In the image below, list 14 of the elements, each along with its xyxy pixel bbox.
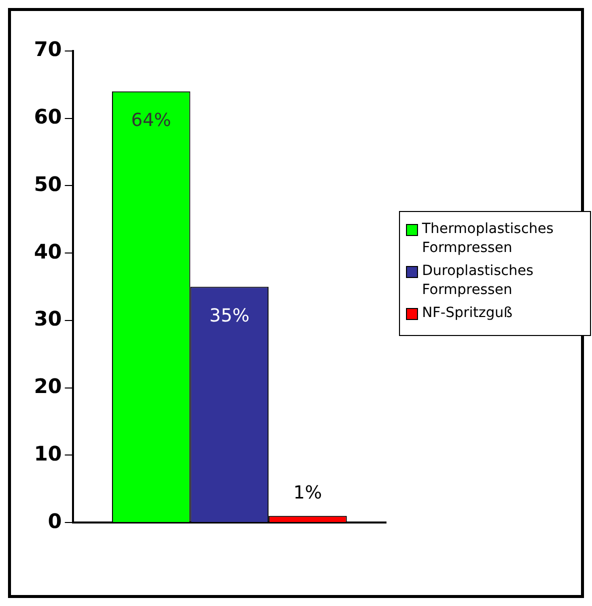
data-label: 1% <box>293 482 322 504</box>
y-tick-label: 60 <box>34 104 62 129</box>
data-label: 35% <box>209 305 250 326</box>
legend-label: Duroplastisches Formpressen <box>422 262 534 300</box>
y-tick-label: 20 <box>34 374 62 398</box>
y-tick-label: 70 <box>34 37 62 62</box>
legend-label: Thermoplastisches Formpressen <box>422 220 555 258</box>
y-tick-label: 50 <box>34 172 62 196</box>
y-tick-label: 0 <box>48 508 62 533</box>
y-tick-label: 10 <box>34 441 62 466</box>
y-tick-label: 40 <box>34 239 62 264</box>
y-tick-label: 30 <box>34 306 62 331</box>
data-label: 64% <box>131 110 172 132</box>
legend-label: NF-Spritzguß <box>422 304 512 323</box>
